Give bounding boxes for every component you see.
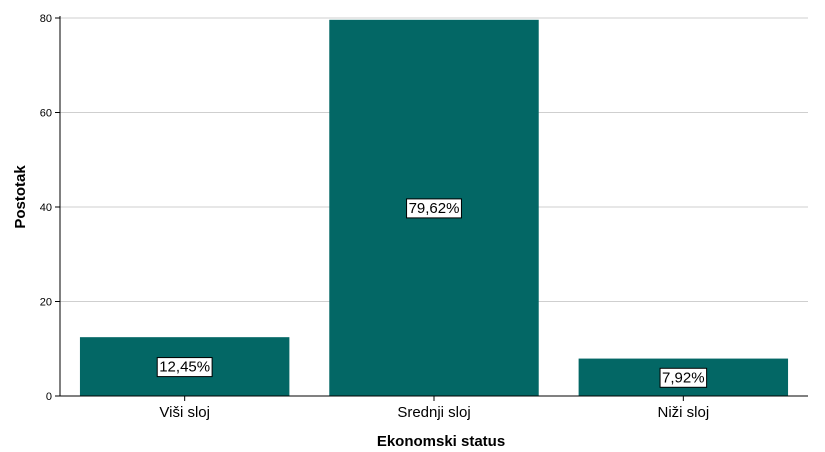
data-label-text: 7,92% <box>662 369 705 386</box>
data-label-text: 79,62% <box>409 200 460 217</box>
data-label-box <box>406 198 462 219</box>
y-tick-label: 60 <box>40 108 52 120</box>
x-axis-title: Ekonomski status <box>377 433 505 450</box>
data-label-box <box>659 367 708 388</box>
data-label-box <box>156 357 213 378</box>
x-tick-label: Viši sloj <box>159 404 210 421</box>
x-tick-label: Srednji sloj <box>397 404 470 421</box>
axes: 0 20 40 60 80 Viši sloj Srednji sloj Niži sloj <box>40 13 808 421</box>
y-tick-label: 20 <box>40 297 52 309</box>
y-tick-label: 0 <box>46 391 52 403</box>
data-label: 79,62% <box>406 198 462 219</box>
data-label: 12,45% <box>156 357 213 378</box>
y-tick-label: 80 <box>40 13 52 25</box>
x-tick-label: Niži sloj <box>657 404 709 421</box>
data-label-text: 12,45% <box>159 359 210 376</box>
y-axis-title: Postotak <box>12 165 29 229</box>
data-labels: 12,45% 79,62% 7,92% <box>156 198 708 388</box>
data-label: 7,92% <box>659 367 708 388</box>
y-tick-label: 40 <box>40 202 52 214</box>
